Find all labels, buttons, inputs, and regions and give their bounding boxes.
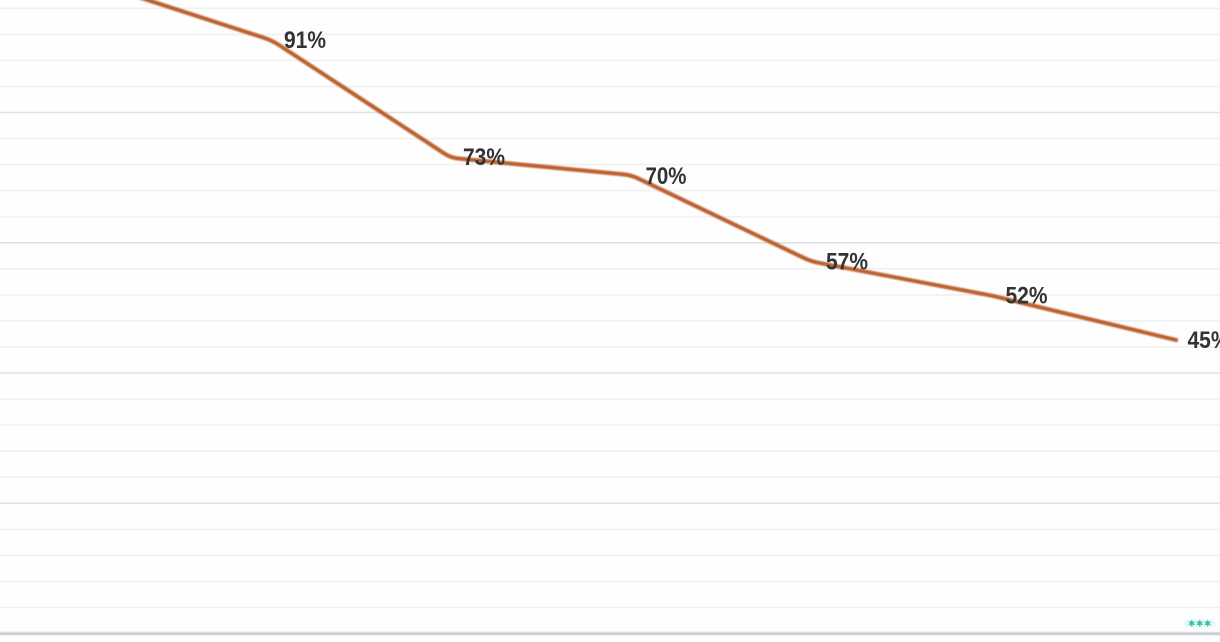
svg-text:70%: 70% bbox=[646, 163, 687, 190]
svg-text:45%: 45% bbox=[1188, 327, 1220, 354]
svg-text:52%: 52% bbox=[1006, 282, 1048, 309]
svg-text:73%: 73% bbox=[463, 144, 505, 171]
svg-text:57%: 57% bbox=[826, 249, 868, 276]
svg-text:91%: 91% bbox=[284, 27, 326, 54]
